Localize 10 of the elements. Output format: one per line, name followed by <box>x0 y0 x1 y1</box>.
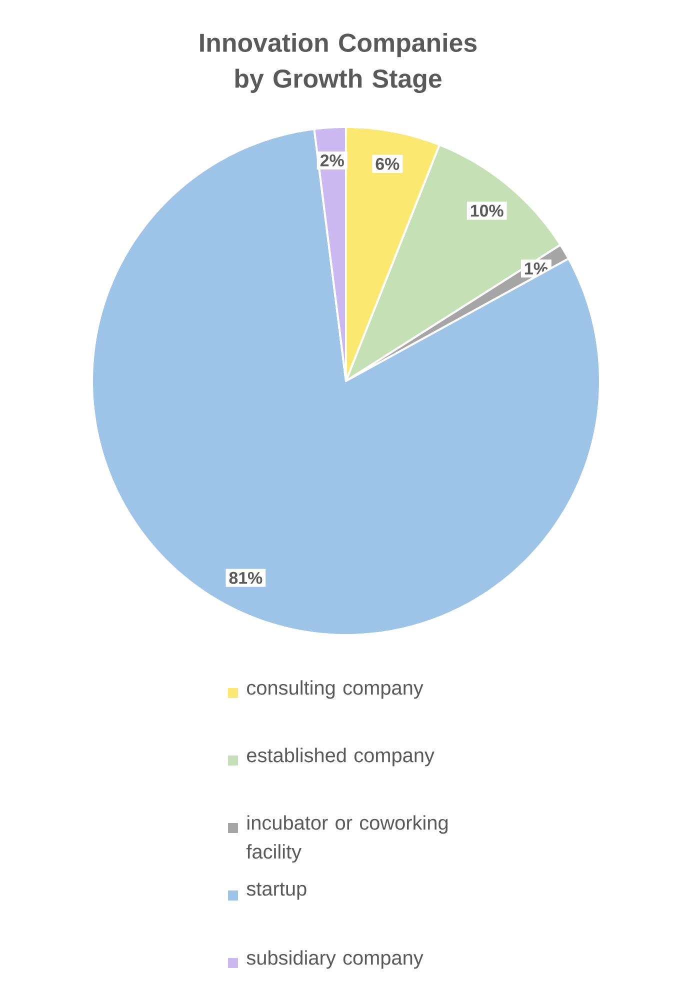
legend-label: subsidiary company <box>246 950 424 969</box>
legend-label: startup <box>246 882 306 900</box>
data-label: 10% <box>470 204 504 217</box>
data-label: 81% <box>229 572 262 584</box>
data-label: 6% <box>376 158 400 170</box>
legend-label: incubator or coworking facility <box>246 815 448 863</box>
legend-label: consulting company <box>247 680 424 699</box>
legend-label: established company <box>247 748 434 766</box>
data-label: 2% <box>320 154 344 166</box>
chart-title: Innovation Companies by Growth Stage <box>200 32 477 94</box>
